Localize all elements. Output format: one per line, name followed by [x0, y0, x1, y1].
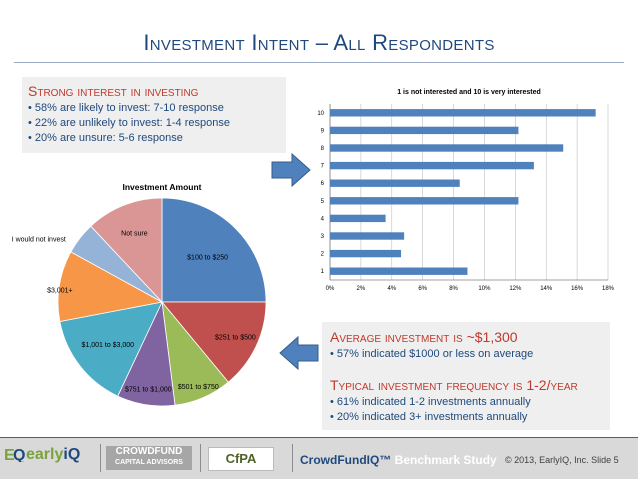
- footer-separator: [100, 444, 101, 472]
- bar-chart-bar: [330, 232, 405, 240]
- footer-separator: [292, 444, 293, 472]
- capital-advisors-logo-text: CAPITAL ADVISORS: [115, 459, 183, 466]
- svg-text:E: E: [4, 447, 15, 462]
- right-arrow-icon: [271, 152, 311, 188]
- bar-chart-y-tick-label: 4: [321, 216, 325, 222]
- bar-chart-bar: [330, 197, 519, 205]
- bar-chart-y-tick-label: 5: [321, 199, 325, 205]
- average-investment-box: Average investment is ~$1,300 • 57% indi…: [322, 322, 610, 430]
- left-arrow-icon: [279, 335, 319, 371]
- strong-interest-bullet: • 58% are likely to invest: 7-10 respons…: [28, 102, 224, 114]
- bar-chart-y-tick-label: 2: [321, 252, 325, 258]
- investment-amount-pie-chart: Investment Amount $100 to $250 $251 to $5…: [12, 182, 267, 407]
- bar-chart-bar: [330, 179, 460, 187]
- study-brand: CrowdFundIQ™: [300, 453, 392, 467]
- pie-slice-label: I would not invest: [12, 236, 66, 243]
- bar-chart-title: 1 is not interested and 10 is very inter…: [397, 89, 541, 96]
- pie-slice: [59, 301, 163, 397]
- interest-level-bar-chart: 1 is not interested and 10 is very inter…: [317, 89, 615, 292]
- pie-slice-label: $751 to $1,000: [125, 386, 172, 393]
- strong-interest-bullet: • 22% are unlikely to invest: 1-4 respon…: [28, 117, 230, 129]
- bar-chart-x-tick-label: 16%: [571, 286, 584, 292]
- bar-chart-y-tick-label: 7: [321, 164, 325, 170]
- bar-chart-y-tick-label: 10: [317, 111, 324, 117]
- cfpa-logo: CfPA: [208, 447, 274, 471]
- strong-interest-bullet: • 20% are unsure: 5-6 response: [28, 132, 183, 144]
- bar-chart-x-tick-label: 0%: [326, 286, 335, 292]
- bar-chart-y-tick-label: 6: [321, 181, 325, 187]
- pie-slice-label: Not sure: [121, 230, 148, 237]
- bar-chart-bar: [330, 144, 564, 152]
- copyright-text: © 2013, EarlyIQ, Inc. Slide 5: [505, 455, 619, 465]
- bar-chart-bar: [330, 126, 519, 135]
- pie-slice: [57, 251, 164, 322]
- average-investment-heading: Average investment is ~$1,300: [330, 329, 518, 345]
- earlyiq-logo: E Q earlyiQ: [4, 446, 80, 464]
- earlyiq-logo-iq: iQ: [63, 446, 81, 463]
- bar-chart-x-tick-label: 4%: [387, 286, 396, 292]
- pie-slice-label: $100 to $250: [187, 254, 228, 261]
- study-name: CrowdFundIQ™ Benchmark Study: [300, 453, 497, 467]
- bar-chart-bar: [330, 161, 534, 170]
- bar-chart-x-tick-label: 2%: [357, 286, 366, 292]
- bar-chart-y-tick-label: 1: [321, 269, 325, 275]
- pie-slice-label: $501 to $750: [178, 384, 219, 391]
- bar-chart-x-tick-label: 12%: [509, 286, 522, 292]
- crowdfund-capital-advisors-logo: CROWDFUND CAPITAL ADVISORS: [106, 446, 192, 470]
- investment-frequency-bullet: • 61% indicated 1-2 investments annually: [330, 396, 531, 408]
- bar-chart-x-tick-label: 8%: [449, 286, 458, 292]
- pie-slice: [90, 197, 163, 304]
- pie-slice: [161, 301, 267, 383]
- pie-slice-label: $1,001 to $3,000: [82, 342, 135, 349]
- pie-slice-label: $3,001+: [47, 287, 73, 294]
- footer-separator: [200, 444, 201, 472]
- bar-chart-x-tick-label: 6%: [418, 286, 427, 292]
- investment-frequency-heading: Typical investment frequency is 1-2/year: [330, 377, 578, 393]
- bar-chart-bar: [330, 214, 386, 223]
- strong-interest-heading: Strong interest in investing: [28, 83, 199, 99]
- average-investment-bullet: • 57% indicated $1000 or less on average: [330, 348, 534, 360]
- title-divider: [14, 62, 624, 63]
- bar-chart-x-tick-label: 10%: [478, 286, 491, 292]
- bar-chart-bar: [330, 267, 468, 275]
- earlyiq-logo-early: early: [26, 446, 64, 463]
- strong-interest-box: Strong interest in investing • 58% are l…: [22, 77, 286, 153]
- bar-chart-y-tick-label: 3: [321, 234, 325, 240]
- bar-chart-x-tick-label: 18%: [602, 286, 615, 292]
- bar-chart-bar: [330, 249, 402, 258]
- crowdfund-logo-text: CROWDFUND: [115, 446, 183, 457]
- svg-text:Q: Q: [13, 447, 25, 462]
- bar-chart-bar: [330, 109, 596, 117]
- bar-chart-y-tick-label: 8: [321, 146, 325, 152]
- page-title: Investment Intent – All Respondents: [143, 30, 495, 55]
- eiq-mark-icon: E Q: [4, 447, 25, 464]
- study-label: Benchmark Study: [391, 453, 497, 467]
- pie-slice: [161, 197, 267, 303]
- pie-slice-label: $251 to $500: [215, 335, 256, 342]
- investment-frequency-bullet: • 20% indicated 3+ investments annually: [330, 411, 528, 423]
- bar-chart-x-tick-label: 14%: [540, 286, 553, 292]
- pie-title: Investment Amount: [122, 182, 201, 192]
- bar-chart-y-tick-label: 9: [321, 128, 325, 134]
